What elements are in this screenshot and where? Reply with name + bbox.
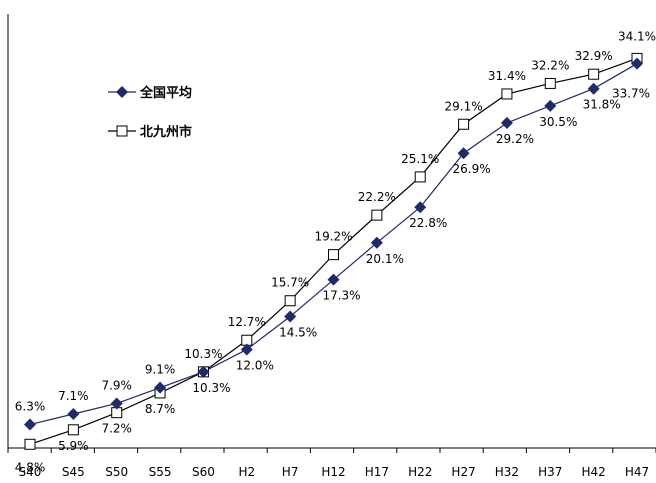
data-label-national: 17.3%	[322, 289, 360, 303]
data-point-kitakyushu	[328, 249, 339, 261]
data-point-national	[327, 273, 340, 286]
x-tick-label: H12	[321, 465, 345, 479]
legend-label-kitakyushu: 北九州市	[140, 124, 192, 140]
data-label-national: 29.2%	[496, 132, 534, 146]
data-labels: 6.3% 7.1% 7.9% 9.1% 10.3% 12.0% 14.5% 17.3% 20.1…	[15, 29, 656, 474]
x-tick-label: S55	[149, 465, 172, 479]
x-tick-label: H22	[408, 465, 432, 479]
data-label-national: 7.1%	[58, 389, 89, 403]
data-label-national: 33.7%	[612, 87, 650, 101]
data-point-kitakyushu	[414, 171, 426, 183]
data-label-kitakyushu: 31.4%	[488, 69, 526, 83]
x-tick-label: H17	[365, 465, 389, 479]
x-axis-ticks	[7, 448, 656, 453]
data-label-national: 7.9%	[101, 378, 132, 392]
data-point-national	[284, 310, 297, 323]
data-label-kitakyushu: 4.8%	[15, 460, 46, 474]
data-label-national: 10.3%	[192, 381, 230, 395]
data-point-national	[414, 201, 427, 214]
data-label-kitakyushu: 7.2%	[101, 422, 132, 436]
legend-entry-national: 全国平均	[108, 85, 192, 101]
data-label-kitakyushu: 10.3%	[184, 347, 222, 361]
data-point-national	[544, 99, 557, 112]
data-label-national: 6.3%	[15, 400, 46, 414]
data-point-kitakyushu	[458, 118, 470, 130]
data-label-kitakyushu: 19.2%	[314, 230, 352, 244]
data-point-national	[24, 418, 36, 431]
legend-square-marker	[116, 125, 128, 137]
data-point-national	[457, 147, 470, 160]
data-point-national	[631, 57, 643, 70]
data-label-kitakyushu: 5.9%	[58, 439, 89, 453]
data-point-national	[197, 365, 210, 378]
x-tick-label: H47	[625, 465, 649, 479]
data-point-national	[110, 397, 123, 410]
data-point-national	[154, 381, 167, 394]
data-point-national	[67, 407, 80, 420]
legend-label-national: 全国平均	[139, 85, 192, 101]
data-point-kitakyushu	[544, 77, 556, 89]
data-point-kitakyushu	[588, 68, 600, 80]
data-label-national: 30.5%	[539, 115, 577, 129]
x-tick-label: H32	[495, 465, 519, 479]
data-label-national: 14.5%	[279, 326, 317, 340]
legend: 全国平均 北九州市	[108, 85, 192, 140]
data-label-kitakyushu: 15.7%	[271, 276, 309, 290]
data-point-national	[370, 236, 383, 249]
x-tick-label: H27	[451, 465, 475, 479]
data-label-kitakyushu: 32.2%	[531, 58, 569, 72]
x-tick-label: S60	[192, 465, 215, 479]
data-label-kitakyushu: 25.1%	[401, 152, 439, 166]
data-label-national: 20.1%	[366, 252, 404, 266]
data-label-kitakyushu: 29.1%	[445, 99, 483, 113]
data-point-national	[587, 82, 600, 95]
data-label-national: 26.9%	[453, 162, 491, 176]
data-point-kitakyushu	[67, 424, 79, 436]
legend-diamond-marker	[116, 86, 128, 98]
data-point-kitakyushu	[24, 438, 36, 450]
data-label-kitakyushu: 22.2%	[358, 190, 396, 204]
data-label-national: 9.1%	[145, 363, 176, 377]
x-tick-label: H7	[282, 465, 299, 479]
data-point-kitakyushu	[371, 209, 383, 221]
data-point-kitakyushu	[284, 295, 296, 307]
data-label-national: 31.8%	[583, 98, 621, 112]
x-tick-label: H37	[538, 465, 562, 479]
x-tick-label: H42	[581, 465, 605, 479]
series-markers	[24, 52, 643, 450]
x-tick-label: S40	[19, 465, 42, 479]
data-label-kitakyushu: 8.7%	[145, 402, 176, 416]
data-label-kitakyushu: 34.1%	[618, 29, 656, 43]
data-point-kitakyushu	[501, 88, 513, 100]
data-label-national: 22.8%	[409, 216, 447, 230]
data-point-national	[500, 116, 513, 129]
data-label-kitakyushu: 12.7%	[228, 315, 266, 329]
x-tick-label: H2	[238, 465, 255, 479]
legend-entry-kitakyushu: 北九州市	[108, 124, 192, 140]
data-label-national: 12.0%	[236, 358, 274, 372]
x-axis-tick-labels: S40 S45 S50 S55 S60 H2 H7 H12 H17 H22 H27 H32 H37 H42…	[19, 465, 650, 479]
data-point-national	[240, 343, 253, 356]
x-tick-label: S45	[62, 465, 85, 479]
data-label-kitakyushu: 32.9%	[575, 49, 613, 63]
x-tick-label: S50	[105, 465, 128, 479]
